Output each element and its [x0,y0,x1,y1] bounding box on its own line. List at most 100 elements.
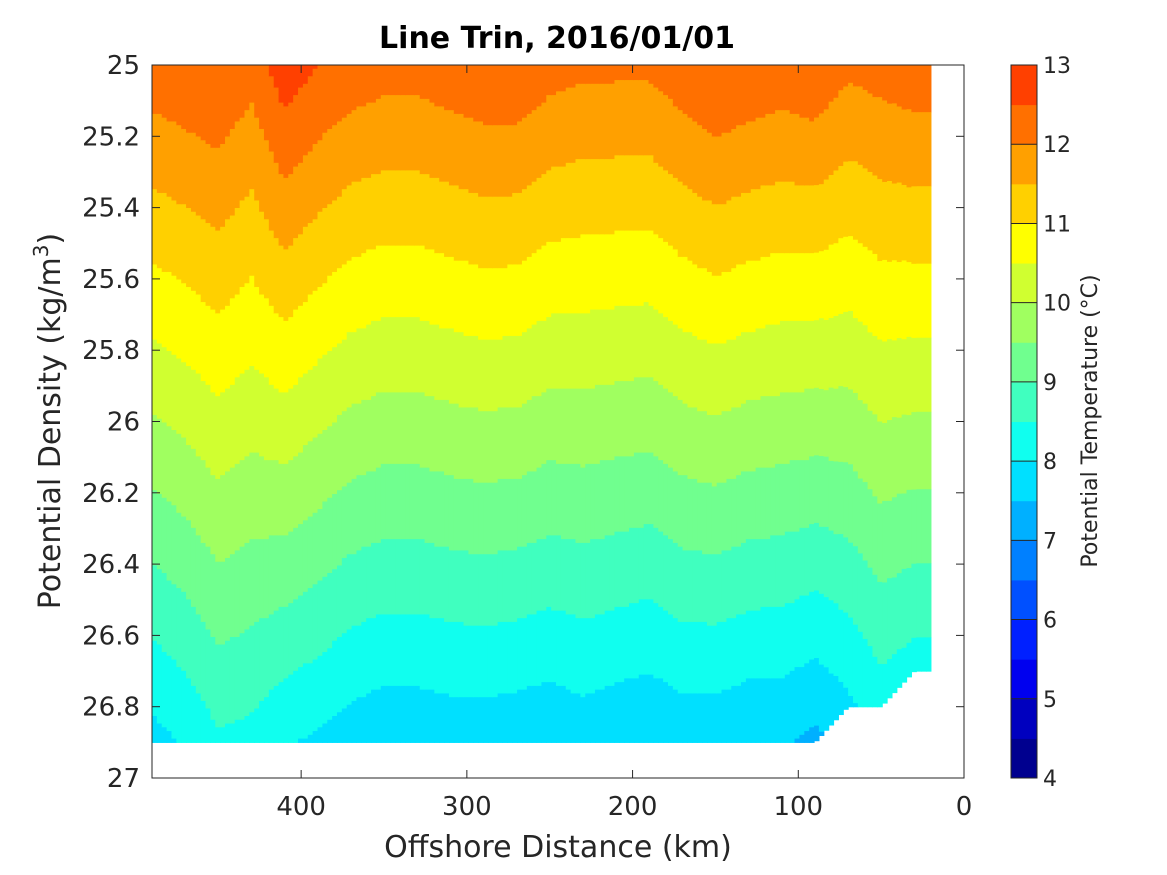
contour-band [609,384,616,461]
contour-band [409,317,416,393]
colorbar-swatch [1011,65,1037,106]
contour-band [804,595,810,664]
contour-band [779,392,786,465]
contour-band [346,332,353,409]
contour-band [575,313,581,390]
contour-band [336,636,343,713]
contour-band [711,554,718,627]
contour-band [692,621,698,695]
contour-band [779,65,786,111]
contour-band [604,159,611,235]
contour-band [590,463,596,540]
contour-band [677,256,684,330]
contour-band [760,256,766,330]
contour-band [336,565,343,638]
contour-band [531,65,538,111]
contour-band [867,567,874,647]
contour-band [336,268,343,345]
contour-band [434,324,440,401]
contour-band [653,309,659,382]
contour-band [702,482,708,555]
contour-band [220,226,226,311]
contour-band [843,161,849,238]
contour-band [336,490,343,567]
contour-band [901,568,908,649]
contour-band [697,65,703,126]
contour-band [468,192,474,266]
contour-band [721,411,728,484]
contour-band [828,673,835,726]
contour-band [385,245,392,318]
contour-band [629,527,635,604]
contour-band [750,260,757,333]
contour-band [424,320,431,397]
contour-band [366,65,372,104]
contour-band [633,603,640,679]
contour-band [186,207,192,288]
contour-band [779,678,786,743]
contour-band [492,268,499,341]
contour-band [925,411,932,490]
contour-band [332,422,338,495]
contour-band [483,554,489,627]
contour-band [648,452,654,525]
contour-band [750,189,757,262]
contour-band [405,685,411,743]
contour-band [322,65,328,134]
contour-band [896,573,903,650]
contour-band [395,317,401,393]
contour-band [278,317,285,393]
contour-band [444,693,450,743]
contour-band [239,546,246,634]
contour-band [210,719,216,743]
contour-band [619,65,625,81]
contour-band [166,731,173,743]
contour-band [750,539,757,612]
contour-band [166,271,173,352]
contour-band [195,535,202,616]
contour-band [604,610,611,687]
contour-band [186,445,192,521]
contour-band [366,618,372,695]
contour-band [570,313,577,390]
contour-band [638,230,645,307]
contour-band [395,614,401,687]
contour-band [307,65,314,77]
contour-band [429,65,435,104]
contour-band [405,317,411,393]
contour-band [882,663,888,704]
contour-band [901,184,908,261]
contour-band [536,467,543,540]
contour-band [896,106,903,184]
contour-band [468,625,474,698]
contour-band [332,493,338,570]
contour-band [161,271,168,348]
contour-band [585,313,591,390]
contour-band [254,200,260,288]
contour-band [385,170,392,247]
contour-band [448,550,455,623]
contour-band [682,693,689,743]
contour-band [473,407,479,484]
colorbar-swatch [1011,144,1037,185]
contour-band [770,253,776,326]
contour-band [409,539,416,616]
contour-band [604,309,611,386]
contour-band [186,132,192,209]
contour-band [741,192,747,266]
contour-band [531,614,538,687]
contour-band [307,441,314,518]
contour-band [171,121,177,202]
contour-band [682,256,689,333]
contour-band [463,65,470,119]
contour-band [156,192,163,269]
contour-band [575,159,581,239]
contour-band [828,101,835,176]
chart-title: Line Trin, 2016/01/01 [379,21,735,56]
contour-band [458,189,465,262]
contour-band [487,411,494,484]
contour-band [473,625,479,698]
contour-band [478,554,484,627]
y-tick-label: 26.6 [82,621,140,651]
contour-band [872,574,878,658]
